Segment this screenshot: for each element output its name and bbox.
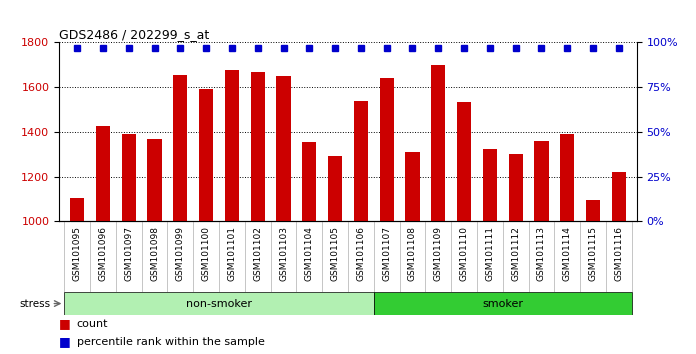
Text: non-smoker: non-smoker: [186, 298, 252, 309]
Text: percentile rank within the sample: percentile rank within the sample: [77, 337, 264, 347]
Bar: [328, 156, 342, 354]
Text: GSM101102: GSM101102: [253, 226, 262, 281]
Text: GSM101097: GSM101097: [125, 226, 134, 281]
Bar: [302, 142, 317, 354]
Text: GSM101101: GSM101101: [228, 226, 237, 281]
Bar: [431, 65, 445, 354]
Bar: [586, 200, 600, 354]
Bar: [457, 102, 471, 354]
Text: GSM101111: GSM101111: [485, 226, 494, 281]
Text: GSM101116: GSM101116: [615, 226, 624, 281]
Text: GSM101100: GSM101100: [202, 226, 211, 281]
Bar: [379, 78, 394, 354]
Bar: [225, 70, 239, 354]
Bar: [122, 134, 136, 354]
Text: GSM101110: GSM101110: [459, 226, 468, 281]
Text: stress: stress: [19, 298, 50, 309]
Text: GSM101106: GSM101106: [356, 226, 365, 281]
Text: GSM101112: GSM101112: [511, 226, 520, 281]
Text: ■: ■: [59, 318, 71, 330]
Text: smoker: smoker: [482, 298, 523, 309]
Bar: [96, 126, 110, 354]
Text: GSM101107: GSM101107: [382, 226, 391, 281]
Bar: [70, 198, 84, 354]
Bar: [199, 90, 213, 354]
Text: GSM101113: GSM101113: [537, 226, 546, 281]
Text: GSM101099: GSM101099: [176, 226, 185, 281]
Text: GSM101105: GSM101105: [331, 226, 340, 281]
Text: GSM101098: GSM101098: [150, 226, 159, 281]
Bar: [560, 134, 574, 354]
Text: GSM101104: GSM101104: [305, 226, 314, 281]
Text: ■: ■: [59, 335, 71, 348]
Bar: [148, 138, 161, 354]
Bar: [173, 75, 187, 354]
Bar: [483, 149, 497, 354]
Text: GSM101115: GSM101115: [589, 226, 597, 281]
Text: GSM101114: GSM101114: [562, 226, 571, 281]
Text: GSM101103: GSM101103: [279, 226, 288, 281]
Bar: [612, 172, 626, 354]
Bar: [535, 141, 548, 354]
Text: count: count: [77, 319, 108, 329]
Text: GSM101095: GSM101095: [72, 226, 81, 281]
Text: GSM101109: GSM101109: [434, 226, 443, 281]
Bar: [251, 72, 265, 354]
Bar: [374, 292, 632, 315]
Text: GDS2486 / 202299_s_at: GDS2486 / 202299_s_at: [59, 28, 209, 41]
Bar: [64, 292, 374, 315]
Bar: [509, 154, 523, 354]
Bar: [354, 101, 368, 354]
Bar: [405, 152, 420, 354]
Text: GSM101108: GSM101108: [408, 226, 417, 281]
Text: GSM101096: GSM101096: [99, 226, 107, 281]
Bar: [276, 76, 291, 354]
